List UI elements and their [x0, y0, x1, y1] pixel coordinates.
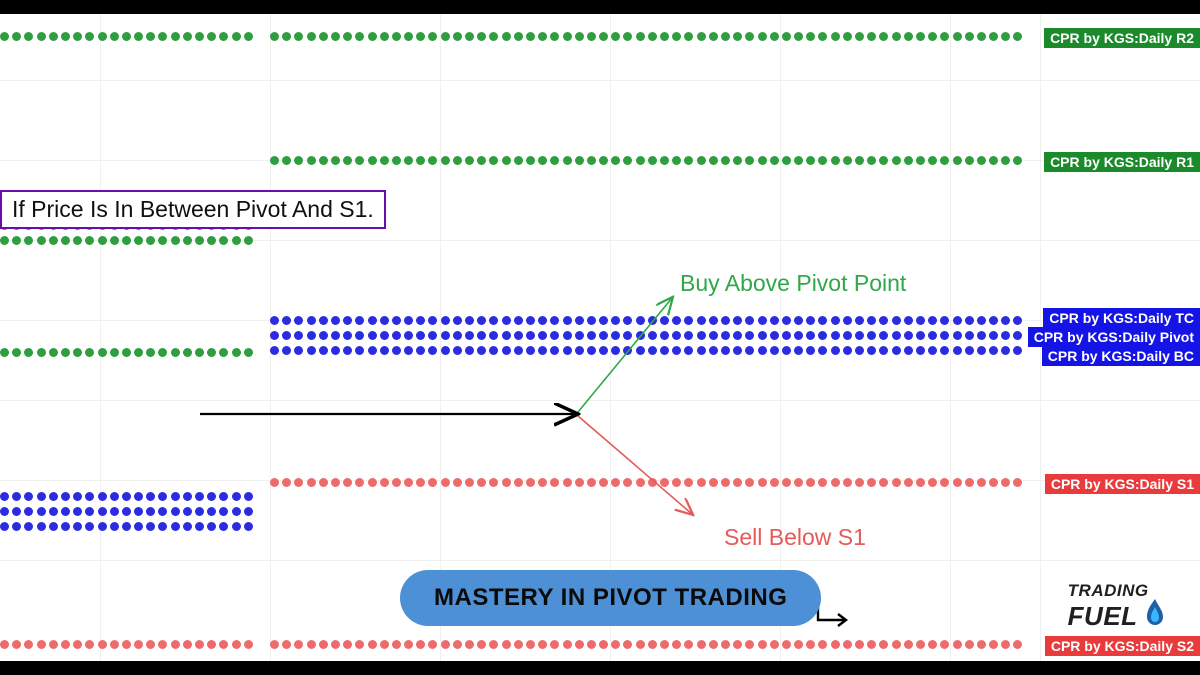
headline-pill: MASTERY IN PIVOT TRADING — [400, 570, 821, 626]
chart-frame: CPR by KGS:Daily R2CPR by KGS:Daily R1CP… — [0, 0, 1200, 675]
headline-text: MASTERY IN PIVOT TRADING — [434, 584, 787, 611]
sub-arrow-icon — [814, 604, 854, 634]
buy-arrow — [578, 298, 672, 412]
logo-line1: TRADING — [1068, 584, 1166, 598]
logo-line2: FUEL — [1068, 605, 1138, 627]
flame-icon — [1144, 598, 1166, 631]
trading-fuel-logo: TRADING FUEL — [1068, 584, 1166, 631]
sell-arrow — [578, 416, 692, 514]
